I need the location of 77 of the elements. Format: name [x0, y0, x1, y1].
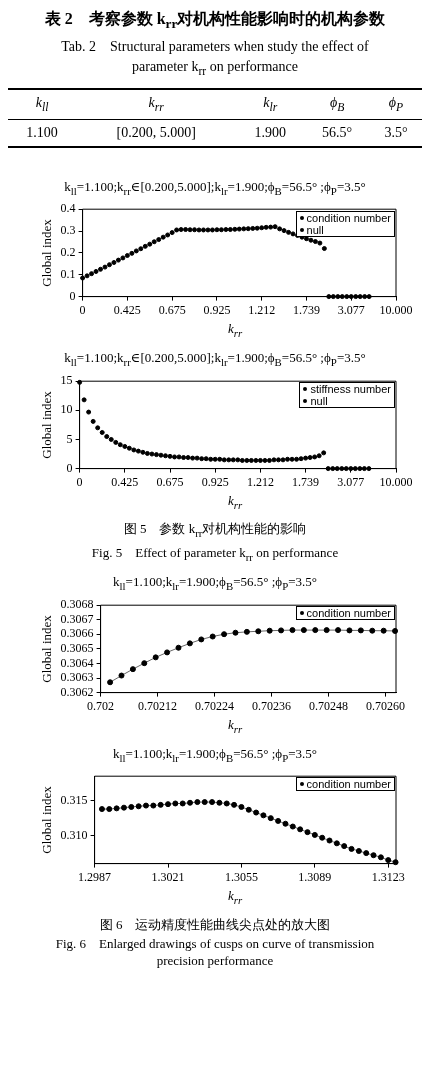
chart-title: k$_{ll}$=1.100;k$_{lr}$=1.900;ϕ$_{B}$=56.5° ;ϕ$_{P}$=3.5°	[113, 574, 317, 592]
x-axis-title: k$_{rr}$	[226, 492, 244, 513]
text: 1.900	[254, 124, 287, 140]
x-tick-label: 1.3055	[224, 870, 258, 885]
legend-label: null	[310, 394, 328, 407]
y-tick-label: 0.1	[60, 267, 76, 282]
y-axis-title: Global index	[39, 614, 55, 683]
y-tick-label: 0.3064	[60, 655, 94, 670]
x-tick-label: 0.425	[113, 303, 141, 318]
x-tick-label: 3.077	[337, 303, 365, 318]
y-tick-label: 10	[60, 402, 73, 417]
y-tick-label: 0	[66, 460, 73, 475]
caption: 图 6 运动精度性能曲线尖点处的放大图	[98, 915, 332, 933]
x-tick-label: 1.2987	[78, 870, 112, 885]
y-tick-label: 0.3063	[60, 670, 94, 685]
x-axis-title: k$_{rr}$	[226, 888, 244, 908]
y-axis-title: Global index	[39, 219, 55, 288]
x-tick-label: 0.70260	[366, 698, 406, 713]
legend-label: stiffness number	[310, 382, 391, 395]
category-label: ϕ$_{B}$	[328, 94, 346, 116]
x-tick-label: 10.000	[379, 303, 413, 318]
y-tick-label: 15	[60, 372, 73, 387]
y-tick-label: 0.2	[60, 245, 76, 260]
y-tick-label: 0.310	[60, 827, 88, 842]
y-tick-label: 5	[66, 431, 73, 446]
x-tick-label: 1.739	[292, 474, 320, 489]
y-tick-label: 0.3066	[60, 626, 94, 641]
chart-title: k$_{ll}$=1.100;k$_{rr}$∈[0.200,5.000];k$_{lr}$=1.900;ϕ$_{B}$=56.5° ;ϕ$_{P}$=3.5°	[64, 349, 366, 368]
category-label: k$_{lr}$	[262, 94, 279, 116]
y-tick-label: 0.3065	[60, 640, 94, 655]
caption: Fig. 6 Enlarged drawings of cusps on curve of transmission precision performance	[54, 934, 376, 969]
text: Tab. 2 Structural parameters when study the effect of parameter k$_{rr}$ on performance	[60, 38, 370, 80]
y-axis-title: Global index	[39, 785, 55, 854]
x-tick-label: 0.70224	[195, 698, 235, 713]
y-tick-label: 0	[69, 289, 76, 304]
x-tick-label: 1.739	[292, 303, 320, 318]
x-tick-label: 3.077	[337, 474, 365, 489]
category-label: ϕ$_{P}$	[387, 94, 405, 116]
legend-label: condition number	[306, 211, 391, 224]
category-label: k$_{ll}$	[34, 94, 50, 116]
y-tick-label: 0.3067	[60, 611, 94, 626]
y-tick-label: 0.3068	[60, 597, 94, 612]
x-tick-label: 1.212	[248, 303, 276, 318]
x-tick-label: 0.925	[201, 474, 229, 489]
x-tick-label: 1.3021	[151, 870, 185, 885]
text: 3.5°	[384, 124, 408, 140]
y-tick-label: 0.315	[60, 792, 88, 807]
x-tick-label: 0.925	[203, 303, 231, 318]
x-tick-label: 0.70212	[138, 698, 178, 713]
y-tick-label: 0.3062	[60, 684, 94, 699]
category-label: k$_{rr}$	[147, 94, 165, 116]
x-tick-label: 1.212	[246, 474, 274, 489]
x-tick-label: 1.3089	[298, 870, 332, 885]
chart-title: k$_{ll}$=1.100;k$_{rr}$∈[0.200,5.000];k$_{lr}$=1.900;ϕ$_{B}$=56.5° ;ϕ$_{P}$=3.5°	[64, 178, 366, 197]
y-tick-label: 0.4	[60, 201, 76, 216]
x-axis-title: k$_{rr}$	[226, 716, 244, 737]
x-tick-label: 0.675	[158, 303, 186, 318]
x-tick-label: 0.675	[156, 474, 184, 489]
chart-title: k$_{ll}$=1.100;k$_{lr}$=1.900;ϕ$_{B}$=56.5° ;ϕ$_{P}$=3.5°	[113, 745, 317, 764]
legend-label: condition number	[306, 778, 391, 791]
text: 1.100	[26, 124, 58, 140]
text: 表 2 考察参数 k$_{rr}$对机构性能影响时的机构参数	[43, 9, 387, 34]
x-tick-label: 0.425	[111, 474, 139, 489]
y-tick-label: 0.3	[60, 223, 76, 238]
legend-label: null	[306, 223, 324, 236]
caption: Fig. 5 Effect of parameter k$_{rr}$ on performance	[90, 543, 340, 565]
legend-label: condition number	[306, 607, 391, 620]
y-axis-title: Global index	[39, 390, 55, 459]
x-tick-label: 1.3123	[371, 870, 405, 885]
caption: 图 5 参数 k$_{rr}$对机构性能的影响	[122, 520, 308, 541]
x-axis-title: k$_{rr}$	[226, 321, 244, 341]
x-tick-label: 0.70236	[252, 698, 292, 713]
x-tick-label: 0.70248	[309, 698, 349, 713]
text: 56.5°	[322, 124, 353, 140]
x-tick-label: 10.000	[379, 474, 413, 489]
text: [0.200, 5.000]	[116, 124, 196, 140]
x-tick-label: 0.702	[87, 698, 115, 713]
